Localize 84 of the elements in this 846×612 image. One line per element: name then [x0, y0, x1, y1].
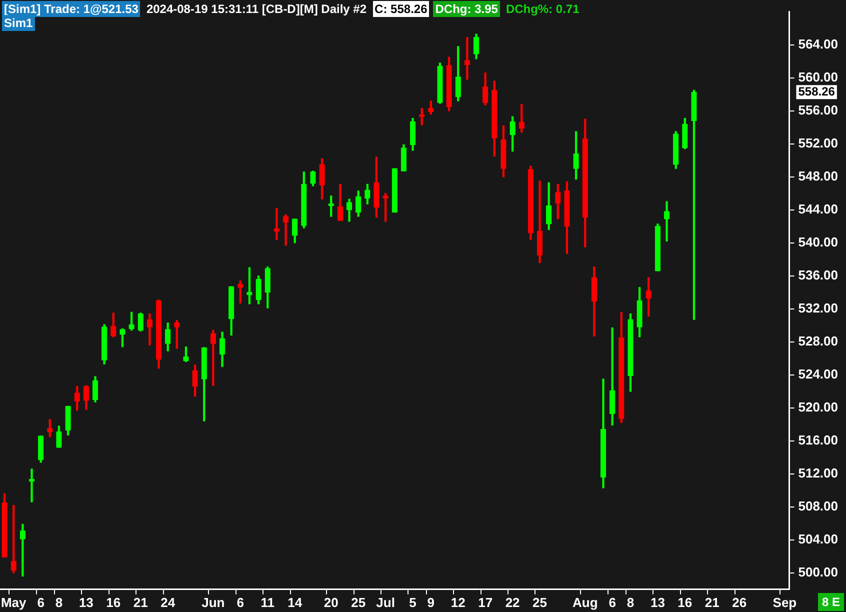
candlestick — [382, 193, 388, 222]
annotation: [Sim1] Trade: 1@521.53 — [2, 1, 140, 17]
candlestick — [500, 125, 506, 178]
candlestick — [664, 201, 670, 242]
candlestick — [310, 170, 316, 186]
text: 8 E — [818, 593, 844, 611]
candlestick — [210, 330, 216, 386]
candlestick — [437, 62, 443, 104]
x-tick-label: 26 — [732, 594, 747, 610]
candlestick — [120, 328, 126, 348]
candlestick — [319, 158, 325, 200]
candlestick — [192, 364, 198, 397]
candlestick — [564, 181, 570, 254]
annotation: DChg%: 0.71 — [504, 1, 580, 17]
x-tick-label: 8 — [626, 594, 634, 610]
y-tick-label: 508.00 — [798, 498, 838, 514]
candlestick — [65, 406, 71, 436]
candlestick — [464, 37, 470, 80]
x-tick-label: 24 — [160, 594, 176, 610]
x-tick-label: 6 — [608, 594, 616, 610]
x-tick-label: 5 — [409, 594, 416, 610]
annotation: Sim1 — [2, 15, 35, 31]
candlestick — [510, 116, 516, 152]
x-tick-label: 6 — [236, 594, 244, 610]
y-tick-label: 536.00 — [798, 267, 838, 282]
candlestick — [146, 313, 153, 346]
candlestick — [591, 266, 598, 336]
x-tick-label: 16 — [106, 594, 121, 610]
y-tick-label: 540.00 — [798, 234, 838, 250]
x-tick-label: 14 — [288, 594, 303, 610]
candlestick — [56, 426, 62, 448]
x-tick-label: 17 — [478, 594, 493, 610]
candlestick — [20, 524, 26, 577]
y-tick-label: 552.00 — [798, 135, 838, 150]
y-tick-label: 504.00 — [798, 531, 838, 546]
x-tick-label: Aug — [572, 594, 598, 610]
y-tick-label: 532.00 — [798, 300, 838, 316]
x-tick-label: 25 — [532, 594, 547, 610]
candlestick — [274, 208, 280, 240]
y-tick-label: 524.00 — [798, 366, 838, 382]
y-tick-label: 520.00 — [798, 399, 838, 414]
candlestick — [374, 156, 380, 218]
candlestick — [536, 180, 543, 263]
annotation: C: 558.26 — [372, 1, 430, 17]
candlestick — [282, 214, 289, 246]
x-tick-label: 12 — [450, 594, 466, 610]
x-tick-label: 13 — [78, 594, 94, 610]
y-tick-label: 516.00 — [798, 432, 838, 448]
x-tick-label: 22 — [505, 594, 520, 610]
candlestick — [446, 56, 452, 112]
candlestick — [256, 276, 262, 304]
x-tick-label: 13 — [650, 594, 665, 610]
y-tick-label: 548.00 — [798, 168, 838, 184]
candlestick — [183, 346, 189, 362]
y-tick-label: 500.00 — [798, 564, 838, 580]
text: 558.26 — [798, 84, 836, 98]
x-tick-label: 8 — [55, 594, 63, 610]
y-tick-label: 564.00 — [798, 36, 838, 52]
x-tick-label: 20 — [324, 594, 338, 610]
x-tick-label: Jun — [202, 594, 225, 610]
y-tick-label: 512.00 — [798, 465, 838, 480]
candlestick — [628, 313, 634, 392]
x-tick-label: Jul — [376, 594, 395, 610]
candlestick — [636, 287, 642, 338]
x-tick-label: 21 — [704, 594, 720, 610]
x-tick-label: 25 — [351, 594, 366, 610]
annotation: 2024-08-19 15:31:11 [CB-D][M] Daily #2 — [145, 1, 368, 17]
y-tick-label: 556.00 — [798, 102, 838, 118]
x-tick-label: May — [0, 594, 28, 610]
annotation: DChg: 3.95 — [433, 1, 500, 17]
candlestick — [128, 312, 134, 331]
x-tick-label: 6 — [37, 594, 44, 610]
x-tick-label: 11 — [260, 594, 274, 610]
x-tick-label: 16 — [678, 594, 692, 610]
x-tick-label: 21 — [133, 594, 148, 610]
x-tick-label: Sep — [772, 594, 797, 610]
y-tick-label: 560.00 — [798, 69, 838, 84]
candlestick — [691, 90, 697, 320]
candlestick — [2, 493, 8, 558]
y-tick-label: 528.00 — [798, 333, 838, 348]
x-tick-label: 9 — [427, 594, 435, 610]
candlestick — [573, 131, 579, 180]
y-tick-label: 544.00 — [798, 201, 838, 216]
candlestick — [600, 378, 606, 488]
